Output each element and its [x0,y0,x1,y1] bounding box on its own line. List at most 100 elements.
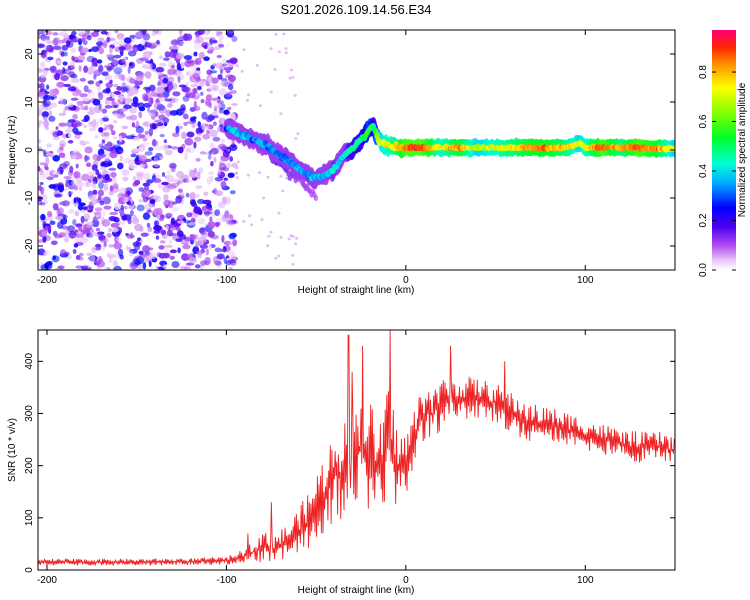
noise-speckle [172,91,181,97]
noise-speckle [57,221,64,230]
noise-speckle [111,59,119,67]
noise-speckle [207,244,212,252]
noise-speckle [123,37,132,44]
noise-speckle [138,111,143,119]
noise-speckle [133,104,138,108]
noise-speckle [186,212,193,218]
noise-speckle [175,171,184,178]
noise-speckle [160,229,167,236]
noise-speckle [56,148,63,154]
noise-speckle [183,121,188,126]
noise-speckle [127,218,132,225]
noise-speckle [54,215,64,220]
noise-speckle [109,185,114,192]
y-tick-label: 300 [24,405,35,422]
noise-speckle [173,40,181,45]
noise-speckle [165,174,174,183]
noise-speckle [38,146,42,151]
spectrogram-y-label: Frequency (Hz) [7,116,18,185]
noise-speckle [227,74,236,83]
noise-speckle [52,32,59,36]
noise-speckle [200,99,205,104]
noise-speckle [167,68,176,75]
noise-speckle [39,162,46,166]
noise-speckle [217,100,225,105]
noise-speckle [143,86,151,91]
noise-speckle [193,206,202,214]
noise-speckle [116,41,126,46]
noise-speckle [139,163,147,168]
noise-speckle [182,244,191,250]
noise-speckle [187,60,193,64]
noise-speckle [111,130,116,136]
noise-speckle [248,214,252,218]
snr-panel: -200 -100 0 100 0 100 200 300 400 Height of str… [7,329,676,596]
noise-speckle [86,252,93,256]
noise-speckle [162,77,168,84]
noise-speckle [163,144,169,152]
noise-speckle [146,196,152,200]
noise-speckle [63,235,70,243]
noise-speckle [216,54,222,59]
noise-speckle [43,100,52,107]
noise-speckle [52,230,58,237]
noise-speckle [87,35,92,41]
noise-speckle [217,74,223,80]
noise-speckle [107,147,115,152]
noise-speckle [115,108,123,116]
noise-speckle [135,36,140,40]
noise-speckle [199,151,206,155]
noise-speckle [179,126,183,129]
noise-speckle [213,46,221,50]
noise-speckle [213,256,218,264]
noise-speckle [109,47,113,54]
noise-speckle [76,100,84,106]
noise-speckle [184,178,193,184]
noise-speckle [87,89,92,94]
noise-speckle [98,181,104,190]
noise-speckle [266,244,270,248]
noise-speckle [75,181,85,188]
noise-speckle [78,186,82,192]
noise-speckle [159,156,164,160]
noise-speckle [149,84,156,92]
noise-speckle [209,38,214,46]
noise-speckle [62,99,68,105]
noise-speckle [45,152,55,157]
noise-speckle [158,114,166,121]
noise-speckle [60,51,65,57]
noise-speckle [159,134,165,138]
noise-speckle [97,231,105,235]
noise-speckle [108,244,114,248]
noise-speckle [114,202,121,211]
noise-speckle [162,264,168,270]
noise-speckle [135,256,145,265]
noise-speckle [220,145,228,150]
noise-speckle [112,41,118,46]
noise-speckle [291,254,295,257]
x-tick-label: -200 [37,275,57,286]
noise-speckle [41,91,46,96]
noise-speckle [84,30,91,34]
noise-speckle [56,60,62,64]
noise-speckle [190,234,196,240]
noise-speckle [294,242,298,246]
noise-speckle [291,75,295,79]
noise-speckle [103,240,107,248]
noise-speckle [38,30,45,35]
noise-speckle [197,80,207,86]
noise-speckle [38,198,43,206]
noise-speckle [163,252,170,259]
noise-speckle [101,139,106,144]
noise-speckle [74,134,81,140]
noise-speckle [231,35,238,43]
noise-speckle [113,144,121,150]
noise-speckle [113,265,122,270]
noise-speckle [57,166,64,175]
noise-speckle [113,83,118,88]
noise-speckle [279,174,283,178]
noise-speckle [91,121,97,129]
noise-speckle [214,176,224,182]
noise-speckle [70,97,79,101]
noise-speckle [219,107,224,114]
